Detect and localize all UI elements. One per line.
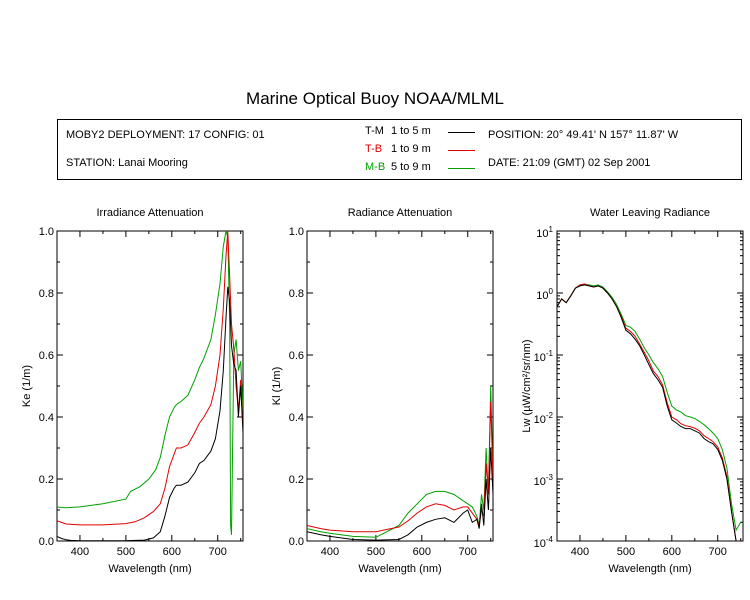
- y-tick-label: 0.6: [39, 350, 54, 362]
- x-tick-label: 600: [663, 546, 681, 558]
- series-line-m-b: [307, 385, 493, 538]
- y-tick-label: 10-2: [534, 411, 554, 426]
- page-title: Marine Optical Buoy NOAA/MLML: [246, 89, 504, 108]
- y-tick-label: 100: [536, 287, 553, 302]
- chart-1: Irradiance Attenuation 400 500 600 700 0.0 0.2…: [21, 207, 244, 575]
- series-line-t-b: [307, 401, 493, 533]
- legend-range: 1 to 5 m: [391, 125, 431, 137]
- series-group: [57, 231, 243, 541]
- series-line-m-b: [57, 231, 243, 535]
- series-group: [307, 385, 493, 541]
- x-axis-label: Wavelength (nm): [358, 563, 441, 575]
- info-box: MOBY2 DEPLOYMENT: 17 CONFIG: 01 STATION:…: [57, 119, 742, 180]
- x-tick-label: 400: [71, 546, 89, 558]
- y-tick-label: 101: [536, 225, 553, 240]
- legend-range: 1 to 9 m: [391, 143, 431, 155]
- y-axis-label: Ke (1/m): [21, 365, 33, 407]
- chart-3: Water Leaving Radiance 400 500 600 700 101 100…: [521, 207, 744, 575]
- x-tick-label: 700: [209, 546, 227, 558]
- y-axis-label: Kl (1/m): [271, 367, 283, 406]
- legend-name: T-B: [365, 143, 383, 155]
- x-tick-label: 500: [367, 546, 385, 558]
- series-line-t-m: [307, 447, 493, 541]
- x-tick-label: 500: [617, 546, 635, 558]
- date-text: DATE: 21:09 (GMT) 02 Sep 2001: [488, 157, 651, 169]
- x-tick-label: 600: [413, 546, 431, 558]
- legend-entry-tb: T-B 1 to 9 m: [365, 143, 475, 157]
- series-group: [557, 283, 742, 541]
- series-line-t-m: [557, 284, 741, 541]
- y-tick-label: 0.0: [289, 536, 304, 548]
- plot-frame: [556, 230, 744, 542]
- legend-name: T-M: [365, 125, 384, 137]
- series-line-t-m: [57, 286, 243, 541]
- y-tick-label: 0.0: [39, 536, 54, 548]
- y-tick-label: 10-1: [534, 349, 554, 364]
- x-axis-label: Wavelength (nm): [608, 563, 691, 575]
- y-tick-label: 0.8: [39, 288, 54, 300]
- legend-name: M-B: [365, 161, 386, 173]
- legend-swatch: [448, 150, 475, 151]
- legend-swatch: [448, 132, 475, 133]
- y-tick-label: 1.0: [289, 226, 304, 238]
- x-axis-label: Wavelength (nm): [108, 563, 191, 575]
- legend-entry-tm: T-M 1 to 5 m: [365, 125, 475, 139]
- legend-entry-mb: M-B 5 to 9 m: [365, 161, 475, 175]
- y-tick-label: 10-3: [534, 473, 554, 488]
- legend-swatch: [448, 168, 475, 169]
- station-text: STATION: Lanai Mooring: [66, 157, 188, 169]
- x-tick-label: 700: [709, 546, 727, 558]
- chart-title: Radiance Attenuation: [348, 207, 453, 219]
- y-tick-label: 1.0: [39, 226, 54, 238]
- series-line-m-b: [557, 283, 742, 532]
- x-tick-label: 700: [459, 546, 477, 558]
- y-tick-label: 0.6: [289, 350, 304, 362]
- y-tick-label: 0.4: [39, 412, 54, 424]
- deployment-text: MOBY2 DEPLOYMENT: 17 CONFIG: 01: [66, 129, 265, 141]
- x-tick-label: 400: [321, 546, 339, 558]
- series-line-t-b: [57, 231, 243, 526]
- position-text: POSITION: 20° 49.41' N 157° 11.87' W: [488, 129, 679, 141]
- x-tick-label: 500: [117, 546, 135, 558]
- chart-2: Radiance Attenuation 400 500 600 700 0.0 0.2 0.…: [271, 207, 494, 575]
- chart-title: Irradiance Attenuation: [96, 207, 203, 219]
- y-tick-label: 0.2: [39, 474, 54, 486]
- chart-title: Water Leaving Radiance: [590, 207, 710, 219]
- y-tick-label: 0.8: [289, 288, 304, 300]
- x-tick-label: 400: [571, 546, 589, 558]
- y-tick-label: 10-4: [534, 535, 554, 550]
- plot-frame: [306, 230, 494, 542]
- y-tick-label: 0.2: [289, 474, 304, 486]
- x-tick-label: 600: [163, 546, 181, 558]
- y-axis-label: Lw (µW/cm²/sr/nm): [521, 339, 533, 432]
- series-line-t-b: [557, 283, 741, 541]
- legend-range: 5 to 9 m: [391, 161, 431, 173]
- y-tick-label: 0.4: [289, 412, 304, 424]
